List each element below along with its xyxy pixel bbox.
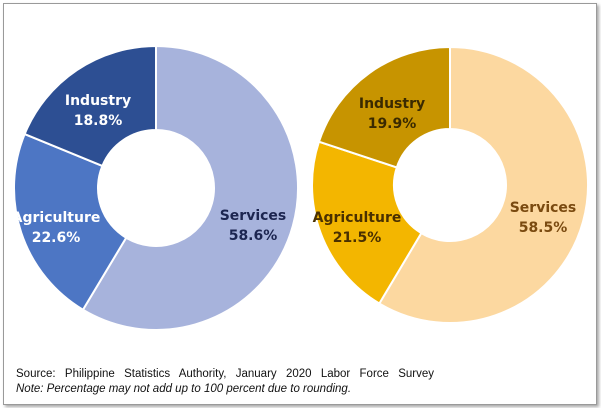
rounding-note: Note: Percentage may not add up to 100 p…: [16, 383, 352, 395]
donut-chart-right: Services 58.5% Agriculture 21.5% Industry 19.…: [311, 45, 589, 324]
source-note: Source: Philippine Statistics Authority,…: [16, 368, 434, 380]
chart-footer: Source: Philippine Statistics Authority,…: [16, 367, 436, 397]
slice-label-services-left: Services: [220, 208, 287, 224]
slice-value-agriculture-left: 22.6%: [32, 230, 81, 246]
slice-value-agriculture-right: 21.5%: [333, 230, 382, 246]
slice-label-industry-right: Industry: [359, 96, 425, 112]
slice-services-right: [377, 45, 589, 324]
slice-agriculture-left: [13, 132, 128, 312]
slice-label-agriculture-left: Agriculture: [12, 210, 101, 226]
slice-services-left: [81, 44, 299, 331]
slice-label-services-right: Services: [510, 200, 577, 216]
slice-agriculture-right: [311, 140, 423, 305]
slice-industry-right: [317, 45, 451, 169]
donut-chart-left: Services 58.6% Agriculture 22.6% Industry 18.…: [12, 44, 299, 331]
slice-label-agriculture-right: Agriculture: [313, 210, 402, 226]
slice-value-services-right: 58.5%: [519, 220, 568, 236]
slice-value-industry-left: 18.8%: [74, 113, 123, 129]
slice-industry-left: [23, 44, 157, 168]
slice-label-industry-left: Industry: [65, 93, 131, 109]
slice-value-industry-right: 19.9%: [368, 116, 417, 132]
slice-value-services-left: 58.6%: [229, 228, 278, 244]
